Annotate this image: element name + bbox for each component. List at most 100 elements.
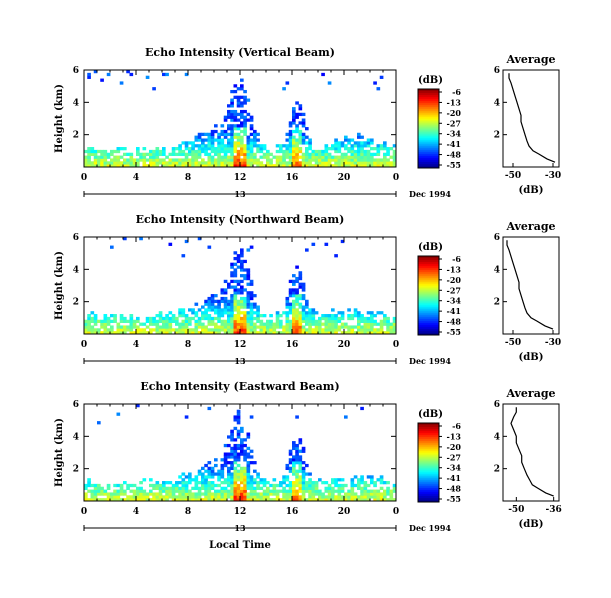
heatmap-cell [119, 316, 124, 321]
heatmap-cell [321, 72, 325, 77]
heatmap-cell [84, 331, 88, 335]
heatmap-cell [295, 498, 299, 502]
heatmap-cell [233, 149, 238, 154]
heatmap-cell [230, 124, 234, 128]
heatmap-cell [301, 466, 306, 471]
heatmap-cell [217, 478, 221, 482]
heatmap-cell [266, 152, 270, 156]
colorbar: (dB)-6-13-20-27-34-41-48-55 [417, 242, 461, 337]
heatmap-cell [217, 498, 221, 502]
heatmap-cell [210, 161, 215, 165]
heatmap-cell [301, 112, 306, 117]
heatmap-cell [327, 152, 332, 156]
heatmap-cell [249, 455, 254, 459]
heatmap-cell [321, 498, 325, 502]
heatmap-cell [295, 311, 299, 315]
heatmap-cell [347, 492, 351, 496]
heatmap-cell [344, 498, 348, 502]
heatmap-cell [249, 294, 254, 298]
heatmap-cell [119, 489, 124, 493]
heatmap-cell [227, 452, 231, 456]
heatmap-cell [136, 328, 140, 332]
heatmap-cell [230, 319, 234, 323]
heatmap-cell [132, 492, 137, 496]
heatmap-cell [243, 276, 247, 281]
heatmap-cell [350, 155, 355, 159]
heatmap-cell [389, 147, 394, 151]
profile-x-tick-label: -30 [545, 338, 561, 348]
heatmap-cell [162, 486, 166, 490]
heatmap-cell [149, 498, 153, 502]
heatmap-cell [188, 331, 192, 335]
heatmap-cell [171, 328, 176, 332]
heatmap-cell [236, 141, 241, 145]
heatmap-cell [347, 138, 351, 142]
heatmap-cell [236, 483, 241, 488]
heatmap-cell [266, 495, 270, 499]
heatmap-cell [197, 161, 202, 165]
heatmap-cell [379, 481, 384, 485]
heatmap-cell [139, 498, 143, 502]
heatmap-cell [379, 475, 384, 479]
heatmap-cell [171, 316, 176, 321]
heatmap-cell [236, 279, 241, 284]
colorbar-tick-label: -20 [447, 442, 462, 452]
heatmap-cell [243, 319, 247, 323]
heatmap-cell [246, 475, 251, 479]
heatmap-cell [357, 144, 361, 148]
colorbar-tick-label: -34 [447, 129, 462, 139]
heatmap-cell [178, 152, 182, 156]
heatmap-cell [93, 161, 98, 165]
heatmap-cell [253, 161, 257, 165]
heatmap-cell [347, 149, 351, 154]
heatmap-cell [366, 498, 371, 502]
heatmap-cell [240, 452, 244, 456]
heatmap-cell [194, 164, 199, 168]
heatmap-cell [188, 328, 192, 332]
heatmap-cell [132, 164, 137, 168]
heatmap-cell [389, 325, 394, 329]
heatmap-cell [175, 489, 179, 493]
heatmap-cell [220, 469, 225, 473]
heatmap-cell [246, 486, 251, 490]
heatmap-cell [295, 314, 299, 318]
heatmap-cell [240, 161, 244, 165]
heatmap-cell [162, 495, 166, 499]
heatmap-cell [331, 322, 335, 326]
heatmap-cell [327, 489, 332, 493]
profile-x-tick-label: -50 [508, 505, 524, 515]
heatmap-cell [220, 155, 225, 159]
heatmap-cell [217, 138, 221, 142]
heatmap-cell [155, 147, 160, 151]
heatmap-cell [295, 141, 299, 145]
heatmap-cell [181, 141, 186, 145]
heatmap-cell [184, 239, 189, 244]
colorbar-swatch [418, 148, 439, 151]
heatmap-cell [165, 498, 169, 502]
heatmap-cell [353, 475, 358, 479]
colorbar: (dB)-6-13-20-27-34-41-48-55 [417, 75, 462, 170]
heatmap-cell [233, 251, 238, 255]
heatmap-cell [243, 475, 247, 479]
heatmap-cell [301, 308, 306, 312]
heatmap-cell [334, 141, 338, 145]
heatmap-cell [249, 132, 254, 137]
heatmap-cell [344, 164, 348, 168]
heatmap-cell [308, 489, 312, 493]
heatmap-cell [119, 147, 124, 151]
heatmap-cell [269, 489, 273, 493]
colorbar-swatch [418, 94, 439, 98]
heatmap-cell [253, 495, 257, 499]
heatmap-cell [279, 489, 283, 493]
colorbar-swatch [418, 440, 439, 444]
heatmap-cell [93, 319, 98, 323]
heatmap-cell [126, 325, 130, 329]
heatmap-cell [334, 483, 338, 488]
profile-y-tick-label: 6 [494, 400, 500, 410]
heatmap-cell [191, 141, 195, 145]
colorbar-swatch [418, 434, 439, 438]
heatmap-cell [243, 438, 247, 442]
heatmap-cell [162, 331, 166, 335]
date-day-label: 13 [234, 189, 246, 199]
heatmap-cell [288, 492, 293, 496]
